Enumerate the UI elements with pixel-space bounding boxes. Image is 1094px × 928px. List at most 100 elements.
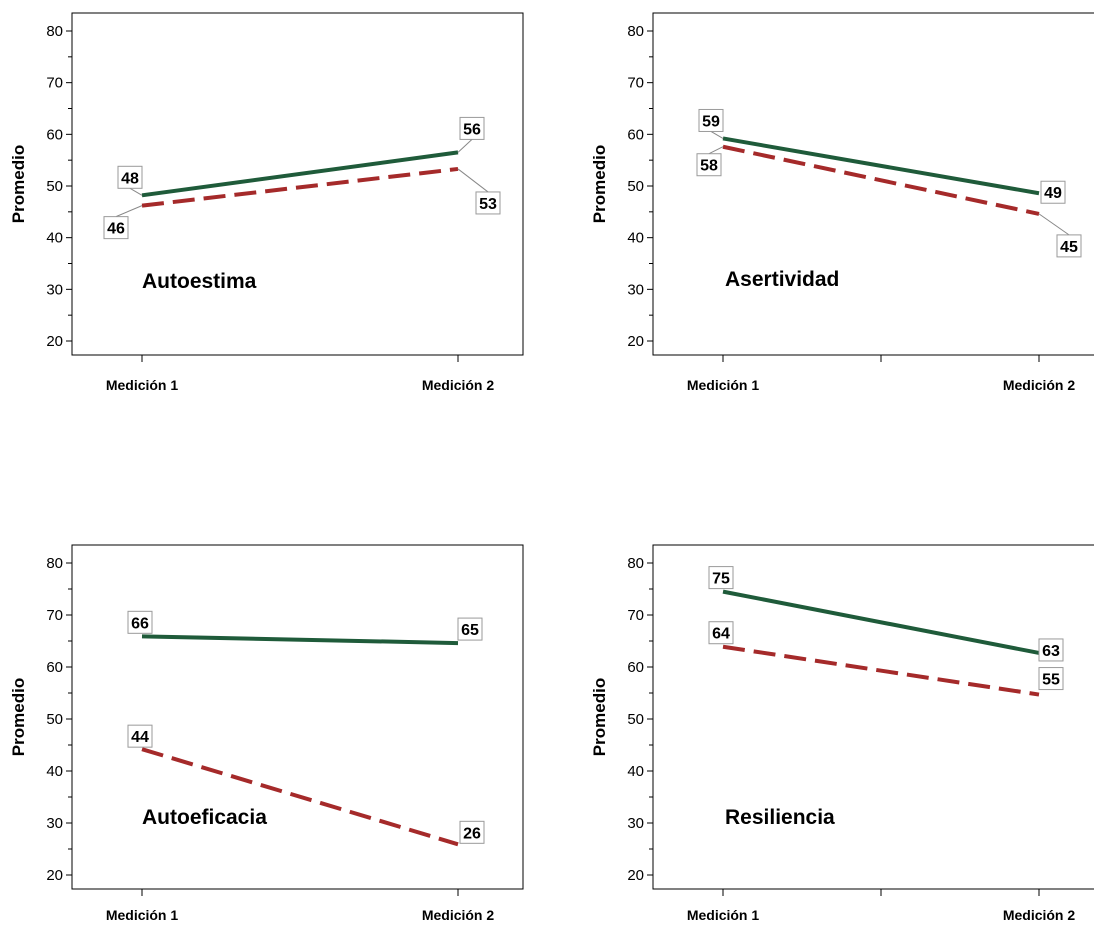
series-line-1	[722, 136, 1040, 196]
value-label-box	[127, 610, 153, 634]
y-tick-label: 30	[46, 281, 63, 298]
y-tick-label: 30	[627, 281, 644, 298]
value-label: 58	[700, 158, 718, 175]
x-tick-label: Medición 1	[106, 907, 179, 923]
y-tick-label: 80	[627, 555, 644, 572]
y-axis-label: Promedio	[590, 678, 609, 756]
value-label-leader	[115, 205, 143, 218]
plot-frame	[652, 544, 1094, 890]
plot-frame	[71, 12, 524, 356]
value-label-box	[1038, 667, 1064, 691]
y-tick-label: 40	[46, 230, 63, 247]
y-tick-label: 20	[46, 867, 63, 884]
value-label: 65	[461, 622, 479, 639]
plot-frame	[71, 544, 524, 890]
value-label-box	[459, 116, 485, 140]
value-label: 64	[712, 626, 730, 643]
value-label: 56	[463, 121, 481, 138]
value-label-leader	[129, 187, 143, 196]
y-tick-label: 20	[46, 333, 63, 350]
value-label-box	[696, 153, 722, 177]
chart-panel-resiliencia: 20 30 40 50 60 70 80 Medición 1 Medición 2 Promed…	[590, 544, 1094, 923]
y-tick-label: 70	[46, 607, 63, 624]
series-line-2	[141, 747, 459, 847]
value-label: 26	[463, 825, 481, 842]
y-axis-label: Promedio	[9, 145, 28, 223]
value-label-box	[475, 191, 501, 215]
x-tick-label: Medición 1	[106, 377, 179, 393]
y-tick-label: 30	[46, 815, 63, 832]
value-label-box	[457, 617, 483, 641]
value-label-box	[1040, 180, 1066, 204]
chart-annotation: Autoestima	[142, 270, 257, 293]
x-tick-label: Medición 2	[1003, 907, 1076, 923]
y-tick-label: 70	[627, 607, 644, 624]
chart-annotation: Resiliencia	[725, 806, 835, 829]
y-tick-label: 60	[46, 659, 63, 676]
value-label-box	[127, 724, 153, 748]
value-label-box	[1056, 234, 1082, 258]
value-label: 55	[1042, 672, 1060, 689]
y-tick-label: 50	[627, 178, 644, 195]
y-tick-label: 50	[46, 178, 63, 195]
value-label-leader	[457, 139, 473, 153]
value-label: 53	[479, 196, 497, 213]
y-tick-label: 80	[627, 23, 644, 40]
y-tick-label: 50	[46, 711, 63, 728]
value-label-leader	[708, 146, 724, 155]
y-tick-label: 80	[46, 23, 63, 40]
value-label: 44	[131, 729, 149, 746]
x-tick-label: Medición 2	[422, 907, 495, 923]
y-axis-label: Promedio	[9, 678, 28, 756]
y-tick-label: 70	[46, 75, 63, 92]
y-tick-label: 80	[46, 555, 63, 572]
value-label-leader	[710, 131, 724, 139]
y-tick-label: 30	[627, 815, 644, 832]
y-tick-label: 40	[46, 763, 63, 780]
chart-annotation: Autoeficacia	[142, 806, 267, 829]
y-tick-label: 20	[627, 867, 644, 884]
y-tick-label: 20	[627, 333, 644, 350]
series-line-2	[722, 144, 1040, 216]
value-label-box	[708, 566, 734, 590]
y-tick-label: 60	[627, 126, 644, 143]
chart-panel-asertividad: 20 30 40 50 60 70 80 Medición 1 Medición 2 Promed…	[590, 12, 1094, 393]
value-label-box	[117, 165, 143, 189]
value-label-box	[1038, 638, 1064, 662]
y-tick-label: 70	[627, 75, 644, 92]
series-line-1	[141, 634, 459, 646]
x-tick-label: Medición 1	[687, 377, 760, 393]
value-label-box	[698, 108, 724, 132]
value-label-box	[103, 216, 129, 240]
series-line-2	[141, 166, 459, 208]
series-line-1	[722, 589, 1040, 655]
y-tick-label: 60	[627, 659, 644, 676]
value-label-leader	[457, 168, 489, 193]
series-line-2	[722, 644, 1040, 697]
plot-frame	[652, 12, 1094, 356]
x-tick-label: Medición 1	[687, 907, 760, 923]
chart-panel-autoeficacia: 20 30 40 50 60 70 80 Medición 1 Medición 2 Promed…	[9, 544, 524, 923]
value-label: 49	[1044, 185, 1062, 202]
y-tick-label: 50	[627, 711, 644, 728]
y-axis-label: Promedio	[590, 145, 609, 223]
value-label: 75	[712, 571, 730, 588]
x-tick-label: Medición 2	[1003, 377, 1076, 393]
value-label: 45	[1060, 239, 1078, 256]
value-label: 66	[131, 615, 149, 632]
y-tick-label: 60	[46, 126, 63, 143]
chart-panel-autoestima: 20 30 40 50 60 70 80 Medición 1 Medición 2 Promed…	[9, 12, 524, 393]
x-tick-label: Medición 2	[422, 377, 495, 393]
y-tick-label: 40	[627, 230, 644, 247]
series-line-1	[141, 150, 459, 198]
value-label-leader	[1038, 213, 1070, 236]
value-label-box	[708, 621, 734, 645]
value-label: 59	[702, 113, 720, 130]
chart-annotation: Asertividad	[725, 268, 839, 291]
value-label: 48	[121, 170, 139, 187]
value-label: 63	[1042, 643, 1060, 660]
value-label-box	[459, 820, 485, 844]
y-tick-label: 40	[627, 763, 644, 780]
value-label: 46	[107, 221, 125, 238]
